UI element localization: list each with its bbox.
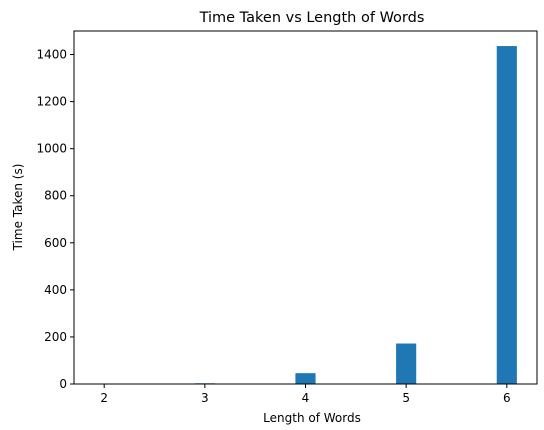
plot-area xyxy=(73,30,538,385)
y-axis: 0 200 400 600 800 1000 1200 1400 xyxy=(36,48,74,391)
y-tick-label-400: 400 xyxy=(44,283,67,297)
chart-title: Time Taken vs Length of Words xyxy=(199,10,425,26)
y-tick-label-1400: 1400 xyxy=(36,48,67,62)
y-tick-label-200: 200 xyxy=(44,330,67,344)
x-axis: 2 3 4 5 6 xyxy=(100,384,511,405)
plot-frame xyxy=(73,30,538,385)
x-tick-label-4: 4 xyxy=(302,391,310,405)
y-axis-label: Time Taken (s) xyxy=(11,164,25,252)
y-tick-label-1000: 1000 xyxy=(36,142,67,156)
y-tick-label-600: 600 xyxy=(44,236,67,250)
x-axis-label: Length of Words xyxy=(263,411,361,425)
y-tick-label-1200: 1200 xyxy=(36,95,67,109)
x-tick-label-6: 6 xyxy=(503,391,511,405)
bar-4 xyxy=(295,373,316,384)
bar-6 xyxy=(496,46,517,384)
x-tick-label-3: 3 xyxy=(201,391,209,405)
y-tick-label-0: 0 xyxy=(59,377,67,391)
x-tick-label-5: 5 xyxy=(402,391,410,405)
y-tick-label-800: 800 xyxy=(44,189,67,203)
x-tick-label-2: 2 xyxy=(100,391,108,405)
bar-5 xyxy=(396,343,417,384)
